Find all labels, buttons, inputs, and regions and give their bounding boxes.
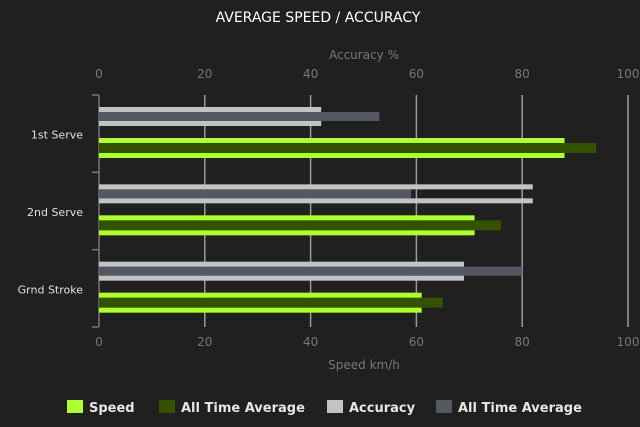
bottom-tick-label: 20 (197, 335, 212, 349)
bottom-tick-label: 60 (409, 335, 424, 349)
bar-accuracy (99, 198, 533, 204)
bar-speed-average (99, 143, 597, 153)
bar-accuracy (99, 261, 465, 267)
bottom-tick-label: 80 (515, 335, 530, 349)
chart-title: AVERAGE SPEED / ACCURACY (216, 10, 421, 26)
top-tick-label: 0 (95, 67, 103, 81)
top-tick-label: 60 (409, 67, 424, 81)
legend-swatch (159, 400, 175, 413)
bar-accuracy (99, 121, 322, 126)
top-axis-label: Accuracy % (329, 48, 399, 62)
bar-speed (99, 215, 475, 221)
legend-swatch (436, 400, 452, 413)
bar-accuracy-average (99, 189, 412, 199)
bar-speed (99, 153, 565, 158)
bottom-axis-label: Speed km/h (328, 358, 400, 372)
bar-speed-average (99, 220, 502, 231)
bar-speed-average (99, 297, 443, 308)
top-tick-label: 20 (197, 67, 212, 81)
top-tick-label: 40 (303, 67, 318, 81)
category-label: 1st Serve (31, 129, 83, 142)
bar-accuracy (99, 275, 465, 281)
legend-label: All Time Average (181, 401, 305, 416)
legend-label: Accuracy (349, 401, 416, 416)
bar-speed (99, 292, 422, 298)
legend-label: All Time Average (458, 401, 582, 416)
top-tick-label: 80 (515, 67, 530, 81)
bar-accuracy (99, 107, 322, 112)
legend-swatch (67, 400, 83, 413)
category-label: 2nd Serve (27, 206, 83, 219)
bottom-tick-label: 100 (617, 335, 640, 349)
category-label: Grnd Stroke (18, 283, 84, 296)
bottom-tick-label: 0 (95, 335, 103, 349)
bar-speed (99, 138, 565, 143)
bar-accuracy (99, 184, 533, 190)
bar-accuracy-average (99, 112, 380, 121)
legend-label: Speed (89, 401, 135, 416)
bar-accuracy-average (99, 266, 523, 276)
bottom-tick-label: 40 (303, 335, 318, 349)
legend-swatch (327, 400, 343, 413)
bar-speed (99, 307, 422, 313)
top-tick-label: 100 (617, 67, 640, 81)
bar-speed (99, 230, 475, 236)
